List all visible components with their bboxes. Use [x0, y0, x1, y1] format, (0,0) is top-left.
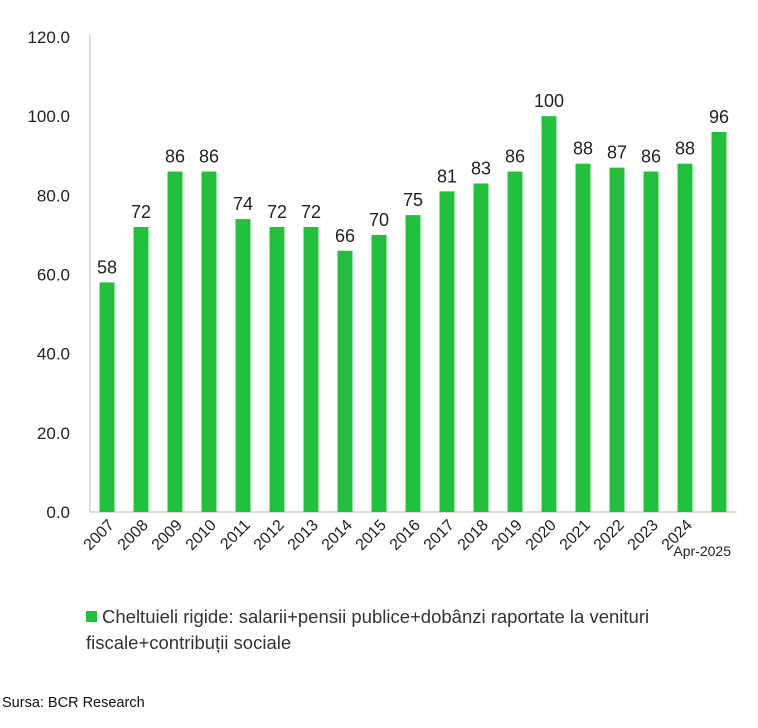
- bar-2024: [677, 163, 693, 512]
- x-tick-label: 2014: [319, 517, 356, 554]
- bar-Apr-2025: [711, 132, 727, 512]
- bar-2016: [405, 215, 421, 512]
- bar-2012: [269, 227, 285, 512]
- legend: Cheltuieli rigide: salarii+pensii public…: [86, 604, 706, 656]
- y-tick-label: 120.0: [27, 28, 70, 47]
- data-label: 88: [675, 139, 695, 159]
- x-tick-label: 2017: [421, 517, 458, 554]
- y-tick-label: 60.0: [37, 266, 70, 285]
- data-label: 86: [641, 147, 661, 167]
- bar-2023: [643, 171, 659, 513]
- bar-2014: [337, 250, 353, 512]
- data-label: 83: [471, 158, 491, 178]
- bar-2009: [167, 171, 183, 513]
- data-label: 86: [505, 147, 525, 167]
- data-label: 70: [369, 210, 389, 230]
- bar-2015: [371, 234, 387, 512]
- y-tick-label: 20.0: [37, 424, 70, 443]
- data-label: 87: [607, 143, 627, 163]
- data-label: 75: [403, 190, 423, 210]
- x-tick-label: 2019: [489, 517, 526, 554]
- x-tick-label: 2010: [183, 517, 220, 554]
- x-tick-label: 2016: [387, 517, 424, 554]
- bar-2013: [303, 227, 319, 512]
- source-note: Sursa: BCR Research: [2, 695, 145, 711]
- bar-2010: [201, 171, 217, 513]
- x-tick-label: 2015: [353, 517, 390, 554]
- y-tick-label: 0.0: [46, 503, 70, 522]
- data-label: 81: [437, 166, 457, 186]
- bar-2022: [609, 167, 625, 512]
- legend-swatch: [86, 611, 97, 622]
- data-label: 86: [165, 147, 185, 167]
- x-tick-label: 2021: [557, 517, 594, 554]
- x-tick-label: 2018: [455, 517, 492, 554]
- data-label: 100: [534, 91, 564, 111]
- x-tick-label: 2008: [115, 517, 152, 554]
- data-label: 72: [131, 202, 151, 222]
- x-tick-label: 2020: [523, 517, 560, 554]
- data-label: 66: [335, 226, 355, 246]
- x-tick-label: 2009: [149, 517, 186, 554]
- x-tick-label: 2011: [217, 517, 253, 553]
- x-tick-label: 2012: [251, 517, 288, 554]
- data-label: 72: [267, 202, 287, 222]
- y-tick-label: 80.0: [37, 186, 70, 205]
- bar-2018: [473, 183, 489, 513]
- x-tick-label: 2023: [625, 517, 662, 554]
- bar-2008: [133, 227, 149, 512]
- y-tick-label: 100.0: [27, 107, 70, 126]
- bar-2020: [541, 116, 557, 513]
- x-tick-label: 2007: [81, 517, 118, 554]
- y-tick-label: 40.0: [37, 345, 70, 364]
- bar-2019: [507, 171, 523, 513]
- legend-label: Cheltuieli rigide: salarii+pensii public…: [86, 606, 650, 653]
- x-tick-label: Apr-2025: [673, 543, 731, 559]
- bar-2021: [575, 163, 591, 512]
- data-label: 58: [97, 257, 117, 277]
- bar-2011: [235, 219, 251, 513]
- data-label: 86: [199, 147, 219, 167]
- data-label: 88: [573, 139, 593, 159]
- bar-chart: 0.0 20.0 40.0 60.0 80.0 100.0 120.0 58 2007 72 200…: [27, 28, 737, 559]
- x-tick-label: 2013: [285, 517, 322, 554]
- data-label: 96: [709, 107, 729, 127]
- x-tick-label: 2022: [591, 517, 628, 554]
- bar-2017: [439, 191, 455, 512]
- data-label: 72: [301, 202, 321, 222]
- bar-2007: [99, 282, 115, 512]
- data-label: 74: [233, 194, 253, 214]
